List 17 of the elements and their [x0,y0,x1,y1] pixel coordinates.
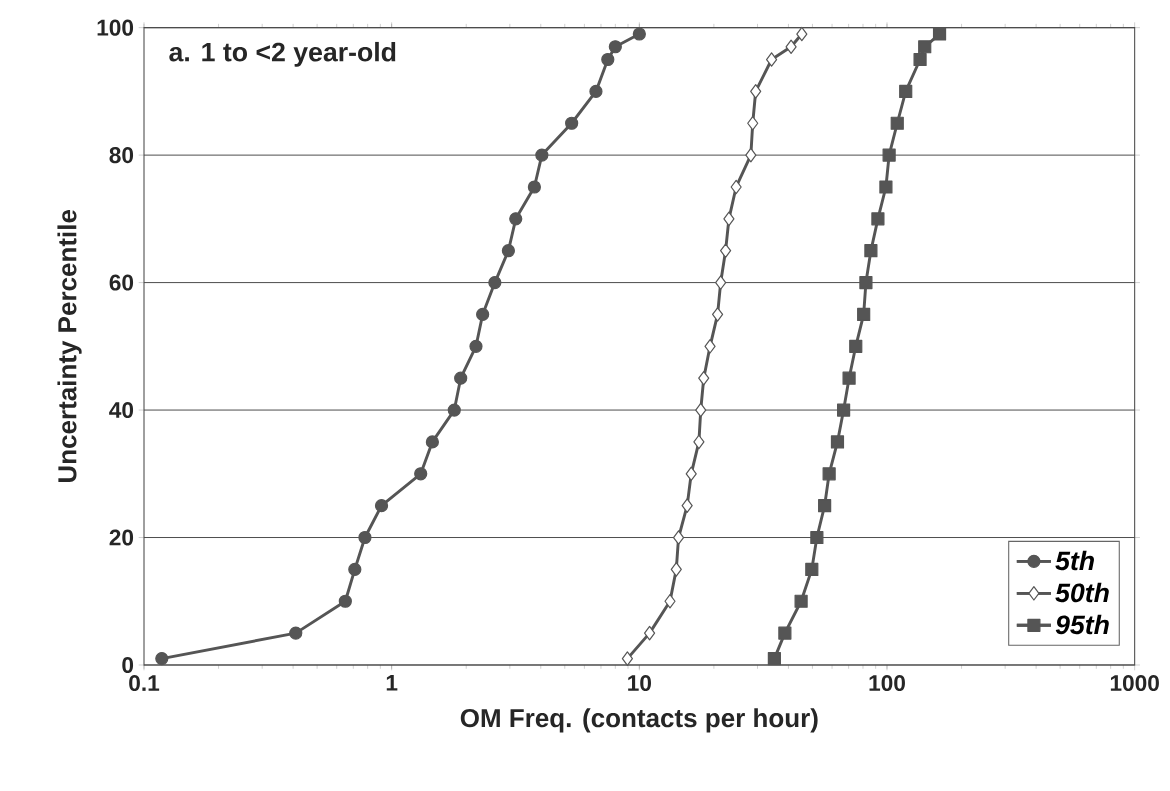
legend-label: 50th [1055,582,1109,603]
x-tick-label: 1 [386,675,398,691]
x-tick-label: 1000 [1110,675,1159,692]
x-tick-label: 100 [869,675,905,692]
x-tick-label: 0.1 [129,675,160,692]
y-axis-title: Uncertainty Percentile [57,209,82,483]
y-tick-label: 80 [109,147,134,164]
y-tick-label: 100 [97,19,134,36]
x-tick-label: 10 [628,675,651,692]
legend-label: 95th [1055,614,1109,635]
y-tick-label: 60 [109,274,134,291]
legend-label: 5th [1055,550,1094,571]
x-axis-title: OM Freq. (contacts per hour) [460,708,818,733]
text: a. 1 to <2 year-old [169,41,396,67]
y-tick-label: 0 [122,656,134,674]
y-tick-label: 20 [109,529,134,546]
y-tick-label: 40 [109,402,134,419]
